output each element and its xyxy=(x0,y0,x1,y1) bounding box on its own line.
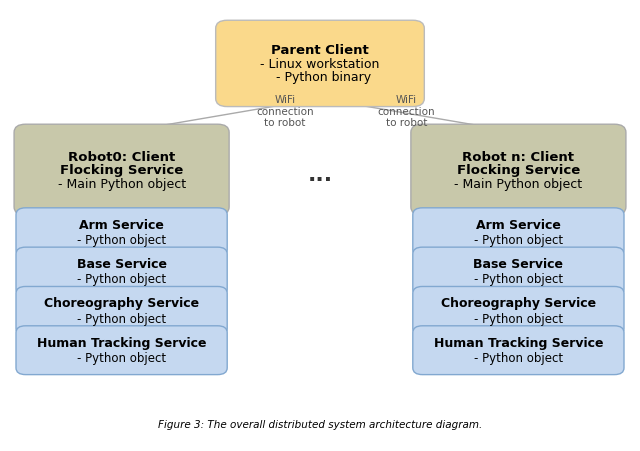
Text: ...: ... xyxy=(307,165,333,185)
Text: - Main Python object: - Main Python object xyxy=(454,177,582,190)
Text: Choreography Service: Choreography Service xyxy=(44,297,199,309)
Text: Flocking Service: Flocking Service xyxy=(60,164,183,177)
Text: - Python object: - Python object xyxy=(474,312,563,325)
Text: Figure 3: The overall distributed system architecture diagram.: Figure 3: The overall distributed system… xyxy=(158,419,482,429)
Text: - Linux workstation: - Linux workstation xyxy=(260,58,380,71)
Text: - Python object: - Python object xyxy=(77,351,166,364)
FancyBboxPatch shape xyxy=(413,248,624,296)
Text: - Main Python object: - Main Python object xyxy=(58,177,186,190)
FancyBboxPatch shape xyxy=(413,326,624,375)
Text: Arm Service: Arm Service xyxy=(476,218,561,231)
Text: Base Service: Base Service xyxy=(77,258,166,270)
FancyBboxPatch shape xyxy=(411,125,626,216)
Text: Robot n: Client: Robot n: Client xyxy=(463,150,575,163)
Text: Arm Service: Arm Service xyxy=(79,218,164,231)
Text: Parent Client: Parent Client xyxy=(271,44,369,57)
FancyBboxPatch shape xyxy=(216,21,424,107)
FancyBboxPatch shape xyxy=(16,326,227,375)
FancyBboxPatch shape xyxy=(16,287,227,336)
Text: Robot0: Client: Robot0: Client xyxy=(68,150,175,163)
Text: Flocking Service: Flocking Service xyxy=(457,164,580,177)
Text: - Python object: - Python object xyxy=(77,273,166,285)
Text: Human Tracking Service: Human Tracking Service xyxy=(37,336,206,349)
FancyBboxPatch shape xyxy=(16,248,227,296)
FancyBboxPatch shape xyxy=(16,208,227,257)
Text: WiFi
connection
to robot: WiFi connection to robot xyxy=(256,95,314,128)
Text: Base Service: Base Service xyxy=(474,258,563,270)
FancyBboxPatch shape xyxy=(413,208,624,257)
FancyBboxPatch shape xyxy=(413,287,624,336)
Text: - Python object: - Python object xyxy=(77,312,166,325)
Text: - Python object: - Python object xyxy=(474,234,563,246)
Text: WiFi
connection
to robot: WiFi connection to robot xyxy=(378,95,435,128)
Text: - Python object: - Python object xyxy=(474,351,563,364)
Text: - Python object: - Python object xyxy=(474,273,563,285)
FancyBboxPatch shape xyxy=(14,125,229,216)
Text: - Python binary: - Python binary xyxy=(268,71,372,84)
Text: Choreography Service: Choreography Service xyxy=(441,297,596,309)
Text: - Python object: - Python object xyxy=(77,234,166,246)
Text: Human Tracking Service: Human Tracking Service xyxy=(434,336,603,349)
